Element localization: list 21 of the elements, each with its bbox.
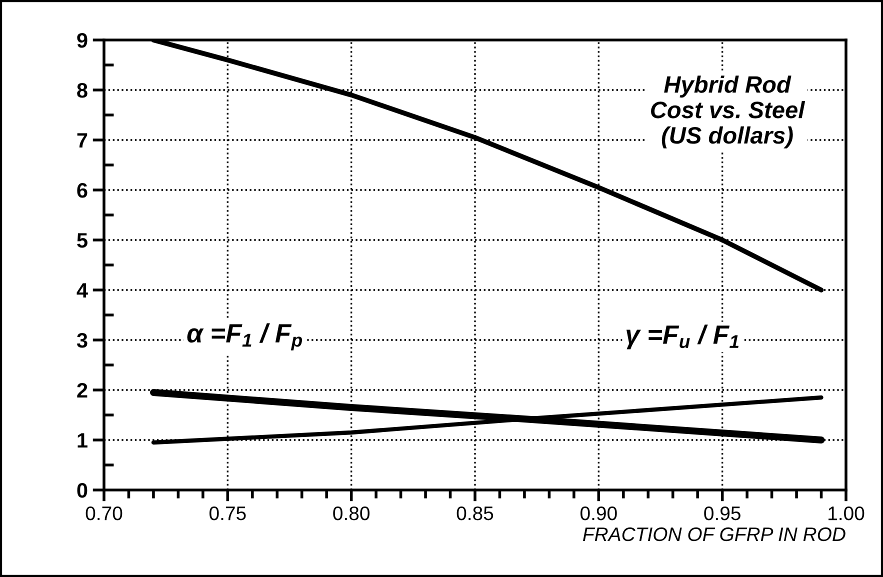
x-axis-title: FRACTION OF GFRP IN ROD: [583, 527, 846, 542]
y-tick-label: 6: [77, 183, 88, 198]
x-tick-label: 0.70: [86, 506, 122, 520]
x-tick-label: 1.00: [828, 506, 864, 520]
text: Hybrid Rod Cost vs. Steel (US dollars): [651, 76, 806, 148]
x-tick-label: 0.85: [456, 506, 494, 520]
y-tick-label: 5: [77, 233, 88, 248]
x-tick-label: 0.90: [580, 506, 617, 520]
y-tick-label: 0: [77, 483, 88, 498]
series-label: α =F$_{1}$ / F$_{p}$: [187, 323, 302, 350]
y-tick-label: 8: [77, 83, 88, 98]
y-tick-label: 4: [76, 283, 88, 298]
y-tick-label: 7: [77, 133, 88, 148]
y-tick-label: 3: [76, 333, 88, 348]
x-tick-label: 0.80: [333, 506, 370, 520]
y-tick-label: 9: [77, 33, 88, 48]
x-tick-label: 0.95: [704, 506, 740, 520]
y-tick-label: 1: [78, 433, 88, 448]
text: γ =F$_{u}$ / F$_{1}$: [626, 324, 739, 350]
x-tick-label: 0.75: [210, 506, 246, 520]
y-tick-label: 2: [77, 383, 88, 398]
